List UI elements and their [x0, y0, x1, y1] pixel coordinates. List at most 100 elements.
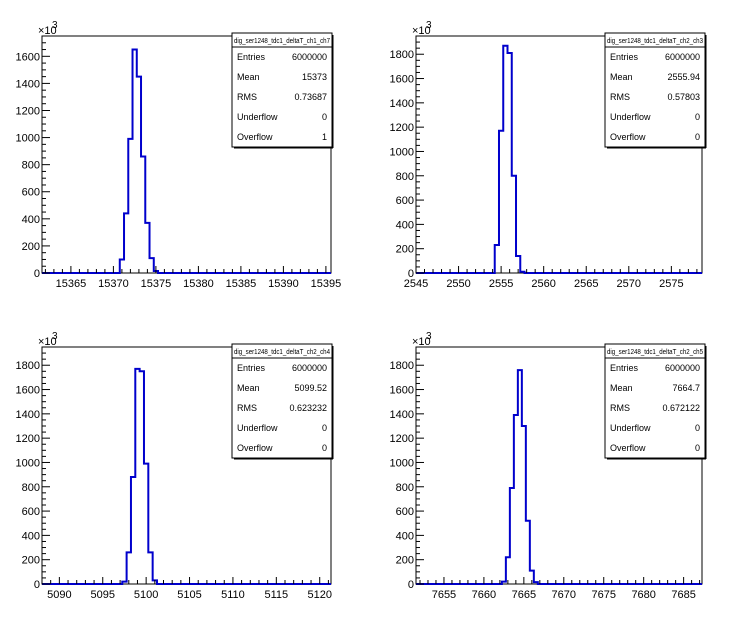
histogram-series-line — [42, 48, 331, 274]
stats-key: Mean — [610, 383, 633, 393]
histogram-bin — [140, 371, 144, 584]
x-tick-label: 15380 — [183, 278, 214, 290]
x-tick-label: 2545 — [404, 278, 428, 290]
x-tick-label: 7675 — [591, 589, 615, 601]
histogram-bin — [131, 477, 135, 584]
stats-value: 0.57803 — [667, 92, 700, 102]
x-tick-label: 15370 — [98, 278, 129, 290]
stats-value: 15373 — [302, 72, 327, 82]
x-tick-label: 2570 — [617, 278, 641, 290]
y-tick-label: 1000 — [390, 457, 414, 469]
stats-box: dig_ser1248_tdc1_deltaT_ch2_ch3 Entries 60… — [604, 32, 707, 149]
stats-box: dig_ser1248_tdc1_deltaT_ch2_ch5 Entries 60… — [604, 343, 707, 460]
y-tick-label: 200 — [396, 555, 414, 567]
x-tick-label: 7670 — [552, 589, 576, 601]
y-tick-label: 600 — [396, 195, 414, 207]
stats-box-frame — [604, 32, 706, 148]
y-tick-label: 1600 — [390, 385, 414, 397]
histogram-bin — [520, 272, 524, 273]
y-tick-label: 800 — [22, 160, 40, 172]
y-tick-label: 1200 — [16, 105, 40, 117]
histogram-bin — [135, 369, 139, 584]
stats-key: Underflow — [610, 423, 651, 433]
y-axis-multiplier: ×10 — [38, 25, 57, 37]
histogram-bin — [512, 176, 516, 273]
x-tick-label: 5095 — [91, 589, 115, 601]
y-axis-multiplier: ×10 — [38, 336, 57, 348]
stats-value: 5099.52 — [294, 383, 327, 393]
stats-value: 0 — [695, 443, 700, 453]
stats-value: 6000000 — [292, 52, 327, 62]
stats-value: 6000000 — [665, 363, 700, 373]
stats-value: 0 — [322, 112, 327, 122]
stats-title: dig_ser1248_tdc1_deltaT_ch2_ch4 — [234, 349, 330, 356]
histogram-bin — [502, 582, 506, 584]
histogram-panel-1: 15365 15370 15375 15380 15385 15390 15395 0 200 4… — [16, 20, 342, 290]
histogram-bin — [150, 258, 154, 273]
histogram-bin — [122, 582, 126, 584]
x-tick-label: 15395 — [311, 278, 342, 290]
histogram-bin — [522, 426, 526, 584]
stats-value: 0 — [695, 112, 700, 122]
y-tick-label: 1200 — [16, 433, 40, 445]
x-tick-label: 7665 — [512, 589, 536, 601]
stats-value: 0 — [322, 423, 327, 433]
x-tick-label: 15375 — [141, 278, 172, 290]
stats-value: 0.73687 — [294, 92, 327, 102]
x-tick-label: 2575 — [659, 278, 683, 290]
stats-value: 0 — [695, 423, 700, 433]
histogram-panel-3: 5090 5095 5100 5105 5110 5115 5120 0 200 400 600 80… — [16, 331, 334, 601]
y-tick-label: 1000 — [390, 146, 414, 158]
y-tick-label: 200 — [22, 241, 40, 253]
histogram-bin — [133, 50, 137, 273]
stats-box-frame — [604, 343, 706, 459]
stats-key: RMS — [237, 92, 257, 102]
stats-key: Overflow — [237, 132, 273, 142]
y-tick-label: 400 — [22, 530, 40, 542]
y-tick-label: 0 — [408, 268, 414, 280]
y-tick-label: 400 — [396, 219, 414, 231]
y-tick-label: 1000 — [16, 457, 40, 469]
y-axis-exponent: 3 — [52, 20, 58, 31]
histogram-bin — [503, 46, 507, 273]
y-tick-label: 600 — [396, 506, 414, 518]
y-tick-label: 1600 — [16, 385, 40, 397]
stats-value: 0.672122 — [662, 403, 700, 413]
stats-key: Entries — [610, 363, 639, 373]
x-tick-label: 15365 — [56, 278, 87, 290]
y-tick-label: 1000 — [16, 133, 40, 145]
y-tick-label: 400 — [22, 214, 40, 226]
y-tick-label: 1800 — [390, 49, 414, 61]
stats-value: 2555.94 — [667, 72, 700, 82]
x-tick-label: 7685 — [671, 589, 695, 601]
y-tick-label: 600 — [22, 187, 40, 199]
y-tick-label: 1200 — [390, 433, 414, 445]
stats-title: dig_ser1248_tdc1_deltaT_ch2_ch3 — [607, 38, 703, 45]
histogram-bin — [141, 157, 145, 273]
stats-key: Overflow — [610, 443, 646, 453]
stats-value: 7664.7 — [672, 383, 700, 393]
x-tick-label: 15385 — [226, 278, 257, 290]
y-tick-label: 1800 — [390, 360, 414, 372]
y-tick-label: 1400 — [16, 78, 40, 90]
y-tick-label: 1400 — [390, 409, 414, 421]
y-tick-label: 800 — [22, 482, 40, 494]
x-tick-label: 5115 — [264, 589, 288, 601]
stats-key: Mean — [237, 72, 260, 82]
stats-key: Overflow — [610, 132, 646, 142]
x-tick-label: 5090 — [47, 589, 71, 601]
stats-box: dig_ser1248_tdc1_deltaT_ch1_ch7 Entries 60… — [231, 32, 334, 149]
y-tick-label: 1800 — [16, 360, 40, 372]
y-tick-label: 400 — [396, 530, 414, 542]
histogram-bin — [514, 415, 518, 584]
histogram-bin — [506, 557, 510, 584]
y-tick-label: 600 — [22, 506, 40, 518]
y-axis-multiplier: ×10 — [412, 336, 431, 348]
y-axis-multiplier: ×10 — [412, 25, 431, 37]
histogram-series-line — [416, 44, 702, 274]
stats-key: Underflow — [237, 112, 278, 122]
stats-value: 6000000 — [292, 363, 327, 373]
x-tick-label: 7660 — [472, 589, 496, 601]
stats-key: Entries — [610, 52, 639, 62]
stats-key: Mean — [237, 383, 260, 393]
